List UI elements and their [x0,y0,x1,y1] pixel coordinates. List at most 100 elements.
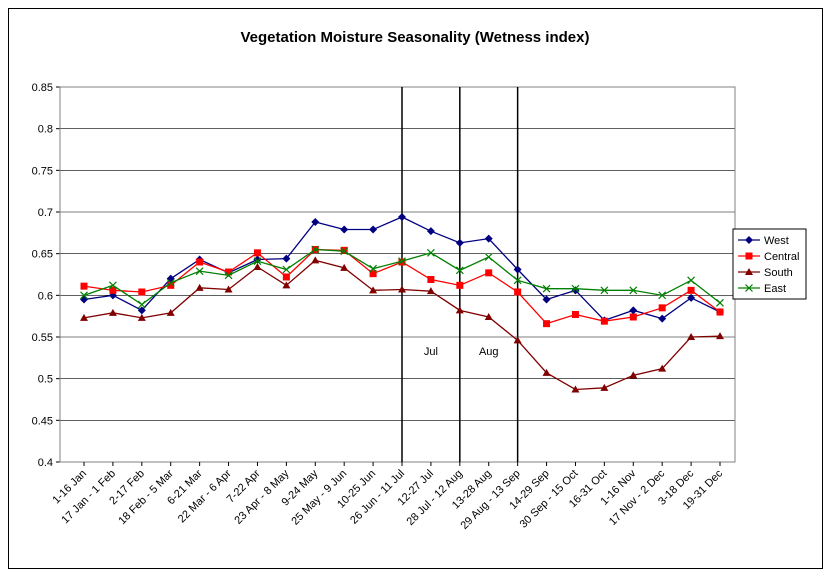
marker [600,383,609,391]
marker [398,285,406,293]
marker [282,281,291,289]
y-tick-label: 0.65 [32,249,53,261]
marker [514,288,522,296]
marker [166,308,175,316]
marker [426,248,435,257]
marker [398,213,406,221]
marker [311,245,320,254]
marker [224,285,233,293]
marker [543,320,551,328]
marker [571,385,580,393]
marker [745,268,753,275]
legend-label: East [764,283,786,295]
marker [716,332,724,340]
marker [426,287,435,295]
marker [253,249,261,257]
y-tick-label: 0.55 [32,332,53,344]
y-tick-label: 0.5 [38,374,53,386]
marker [311,218,320,226]
marker [542,284,551,293]
marker [484,313,493,320]
marker [340,247,349,256]
marker [311,256,320,264]
marker [542,368,551,376]
marker [658,304,666,312]
marker [687,293,696,302]
marker [426,227,435,236]
marker [513,336,522,344]
marker [687,333,696,340]
y-tick-label: 0.85 [32,82,53,94]
marker [629,313,637,321]
marker [224,271,233,280]
marker [167,281,175,289]
y-tick-label: 0.4 [38,457,53,469]
marker [253,257,262,266]
marker [600,317,608,325]
y-tick-label: 0.7 [38,207,53,219]
annotation: Aug [479,346,499,358]
marker [716,298,724,307]
marker [137,313,146,321]
marker [600,286,609,295]
y-tick-label: 0.45 [32,415,53,427]
y-tick-label: 0.75 [32,165,53,177]
marker [485,269,493,277]
marker [513,276,522,285]
marker [369,225,378,234]
marker [253,263,262,270]
marker [369,264,378,273]
marker [455,238,464,247]
y-tick-label: 0.6 [38,290,53,302]
annotation: Jul [424,346,438,358]
marker [108,308,117,316]
y-tick-label: 0.8 [38,124,53,136]
marker [80,313,88,321]
marker [629,286,638,295]
marker [369,270,377,278]
marker [658,364,667,372]
marker [455,306,464,314]
marker [340,263,349,271]
marker [109,286,117,294]
legend-label: Central [764,251,799,263]
marker [282,254,291,263]
marker [456,281,464,289]
marker [195,267,204,276]
chart-title: Vegetation Moisture Seasonality (Wetness… [241,29,590,46]
marker [658,291,667,300]
marker [282,265,291,274]
marker [369,286,378,294]
legend-label: South [764,267,793,279]
marker [398,257,406,266]
marker [138,288,146,296]
marker [195,283,204,291]
marker [427,276,435,283]
marker [108,281,117,290]
marker [80,282,88,290]
marker [542,295,551,304]
marker [80,291,88,300]
marker [282,273,290,281]
legend-label: West [764,235,789,247]
marker [340,225,349,234]
marker [166,278,175,287]
marker [687,276,696,285]
marker [455,266,464,275]
marker [745,252,753,260]
marker [137,306,146,315]
legend-box [732,228,807,300]
marker [484,253,493,261]
marker [745,236,753,244]
marker [225,268,233,276]
marker [484,234,493,243]
marker [629,371,638,379]
marker [196,258,204,266]
marker [137,300,146,309]
marker [687,286,695,294]
marker [629,306,638,315]
marker [571,311,579,318]
marker [513,265,522,274]
marker [745,284,753,292]
